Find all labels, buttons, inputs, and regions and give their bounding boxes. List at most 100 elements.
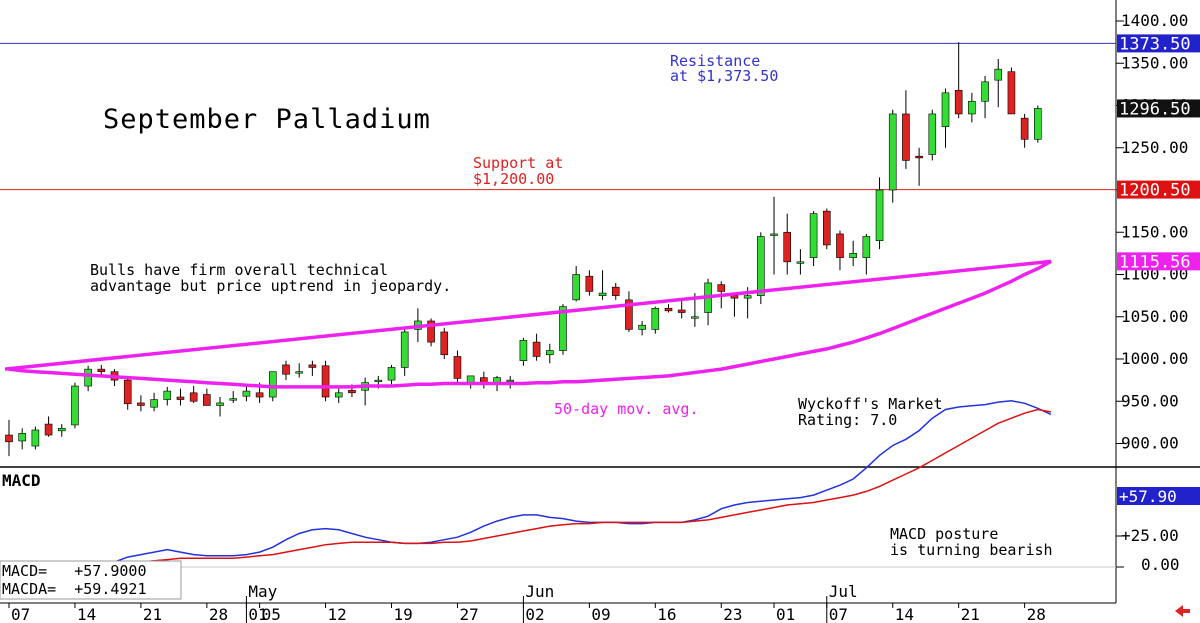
candle-body: [519, 340, 528, 361]
moving-average-line: [4, 259, 1052, 389]
candle: [783, 213, 792, 275]
candle: [216, 397, 224, 417]
candle-body: [677, 309, 686, 313]
candle-body: [308, 364, 317, 368]
bulls-annotation: Bulls have firm overall technical advant…: [90, 261, 451, 295]
candle-body: [427, 320, 435, 343]
price-tick-label: 1050.00: [1121, 307, 1188, 326]
candle: [71, 382, 79, 429]
time-tick-label: 23: [723, 605, 742, 623]
bulls-annotation-line-1: Bulls have firm overall technical: [90, 261, 388, 279]
price-axis-ticks: 1400.001350.001300.001250.001200.001150.…: [1116, 11, 1188, 453]
candle-body: [875, 189, 884, 242]
time-tick-label: 09: [591, 605, 610, 623]
candle: [176, 388, 185, 406]
resistance-annotation-line-1: Resistance: [670, 52, 760, 70]
candle: [282, 360, 290, 381]
candle-body: [5, 434, 13, 443]
macd-panel-label: MACD: [2, 471, 41, 490]
candle-body: [545, 350, 554, 356]
time-tick-label: 12: [328, 605, 347, 623]
candle-body: [242, 390, 251, 397]
price-tag-box: [1117, 180, 1200, 199]
candle: [638, 320, 646, 336]
candle-body: [84, 368, 92, 387]
candle-body: [994, 68, 1003, 81]
candle-body: [176, 396, 185, 400]
candle-body: [572, 274, 580, 301]
candle: [862, 233, 871, 275]
macd-note-line-2: is turning bearish: [890, 541, 1053, 559]
candle: [954, 42, 963, 119]
candle-body: [717, 284, 726, 292]
candle-body: [268, 371, 277, 398]
time-tick-label: 16: [657, 605, 676, 623]
time-tick-label: 28: [209, 605, 228, 623]
candle: [915, 147, 923, 186]
candle: [1007, 67, 1016, 115]
macda-line: [9, 408, 1052, 568]
time-tick-label: 28: [1027, 605, 1046, 623]
month-label: Jul: [829, 582, 858, 601]
candle-body: [57, 427, 66, 432]
candle-body: [189, 392, 198, 402]
candle-body: [295, 371, 303, 374]
time-tick-label: 14: [895, 605, 914, 623]
price-tick-label: 900.00: [1121, 434, 1179, 453]
arrow-left-icon[interactable]: [1175, 605, 1190, 617]
month-label: May: [248, 582, 277, 601]
time-tick-label: 21: [961, 605, 980, 623]
candle-body: [836, 233, 844, 258]
macd-legend-box: [0, 560, 182, 600]
candle-body: [255, 392, 264, 398]
candle: [664, 304, 673, 313]
candle-body: [71, 385, 79, 426]
candle-body: [216, 402, 224, 406]
candle: [440, 327, 449, 359]
candle: [387, 364, 396, 385]
candle-body: [400, 331, 409, 368]
candle-body: [123, 379, 132, 405]
candle-body: [888, 113, 897, 191]
candle: [545, 343, 554, 364]
candle: [97, 364, 106, 376]
candle-body: [598, 292, 607, 296]
candle: [572, 266, 580, 302]
macd-note: MACD posture is turning bearish: [890, 525, 1053, 559]
candle-body: [783, 231, 792, 263]
resistance-annotation: Resistance at $1,373.50: [670, 52, 778, 85]
price-tag-label: 1115.56: [1119, 252, 1191, 272]
time-tick-label: 07: [829, 605, 848, 623]
macd-legend: MACD= +57.9000 MACDA= +59.4921: [0, 560, 182, 600]
support-annotation-line-1: Support at: [473, 154, 563, 172]
candle: [334, 388, 343, 403]
scroll-right-arrow[interactable]: [1175, 605, 1190, 617]
candle-body: [229, 398, 238, 401]
candle: [585, 270, 594, 296]
candle: [31, 426, 40, 450]
candle: [849, 240, 857, 267]
candle: [875, 177, 884, 250]
candle: [5, 419, 13, 457]
price-tag-label: 1200.50: [1119, 181, 1191, 201]
candle: [888, 109, 897, 203]
candle: [295, 363, 303, 378]
candle-body: [97, 368, 106, 372]
macd-tag-box: [1117, 487, 1200, 505]
candle: [137, 395, 145, 412]
candle-body: [611, 286, 620, 296]
candle-body: [348, 389, 356, 394]
candle: [123, 375, 132, 410]
candle-body: [862, 236, 871, 258]
candle-body: [334, 392, 343, 398]
candle-body: [282, 364, 290, 375]
candle: [57, 424, 66, 437]
candle: [321, 360, 330, 402]
candle-body: [137, 402, 145, 406]
candle: [704, 278, 712, 326]
candle-body: [664, 307, 673, 312]
candle-body: [691, 316, 699, 319]
price-tag-box: [1117, 99, 1200, 118]
